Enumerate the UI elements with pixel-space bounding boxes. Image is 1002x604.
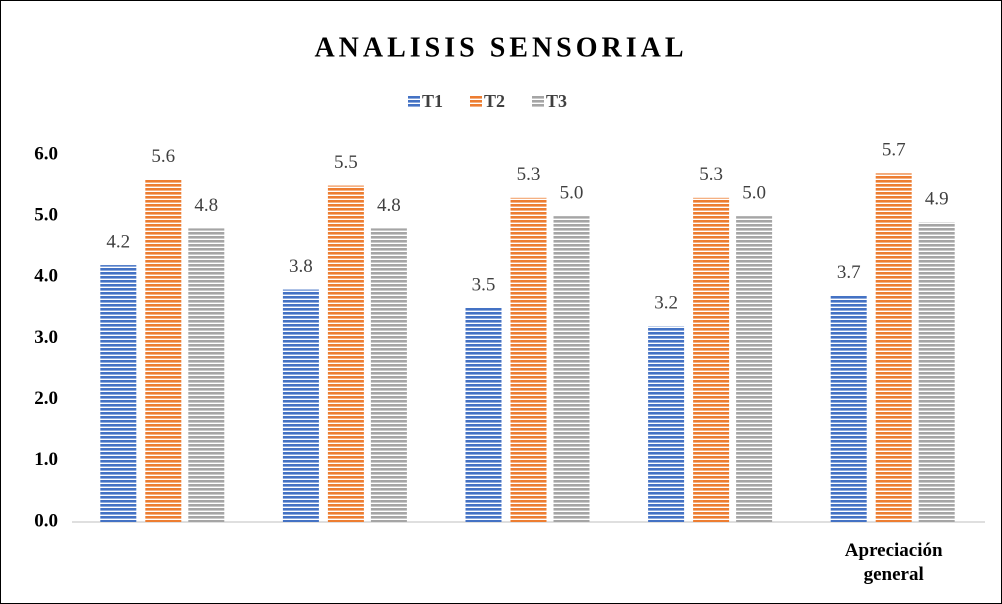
legend-swatch (532, 96, 544, 108)
bar (736, 216, 773, 522)
y-tick-label: 5.0 (34, 205, 58, 226)
y-tick-label: 6.0 (34, 143, 58, 164)
bar (100, 265, 137, 522)
data-label: 5.5 (334, 152, 358, 173)
data-label: 3.5 (472, 274, 496, 295)
bar (875, 173, 912, 522)
bar (188, 228, 225, 522)
y-tick-label: 1.0 (34, 449, 58, 470)
y-tick-label: 3.0 (34, 327, 58, 348)
data-label: 3.8 (289, 256, 313, 277)
data-label: 3.7 (837, 262, 861, 283)
legend-label: T3 (546, 91, 567, 111)
legend-swatch (408, 96, 420, 108)
legend-swatch (470, 96, 482, 108)
bar (510, 197, 547, 523)
bar (918, 222, 955, 523)
bar (465, 307, 502, 522)
y-tick-label: 0.0 (34, 510, 58, 531)
data-label: 4.8 (377, 195, 401, 216)
bar (282, 289, 319, 522)
data-label: 5.6 (151, 146, 175, 167)
data-label: 5.0 (742, 183, 766, 204)
bar (830, 295, 867, 522)
legend-label: T1 (422, 91, 443, 111)
bar (145, 179, 182, 522)
data-label: 5.3 (517, 164, 541, 185)
bar (327, 185, 364, 523)
bar (693, 197, 730, 523)
y-tick-label: 2.0 (34, 388, 58, 409)
data-label: 4.2 (106, 231, 130, 252)
bar (553, 216, 590, 522)
data-label: 5.7 (882, 140, 906, 161)
bar (370, 228, 407, 522)
data-label: 4.9 (925, 189, 949, 210)
data-label: 5.3 (699, 164, 723, 185)
data-label: 5.0 (560, 183, 584, 204)
bar (648, 326, 685, 522)
data-label: 3.2 (654, 293, 678, 314)
y-tick-label: 4.0 (34, 266, 58, 287)
data-label: 4.8 (194, 195, 218, 216)
legend-label: T2 (484, 91, 505, 111)
chart-title: ANALISIS SENSORIAL (314, 32, 687, 63)
x-tick-label: Apreciación general (845, 540, 943, 585)
